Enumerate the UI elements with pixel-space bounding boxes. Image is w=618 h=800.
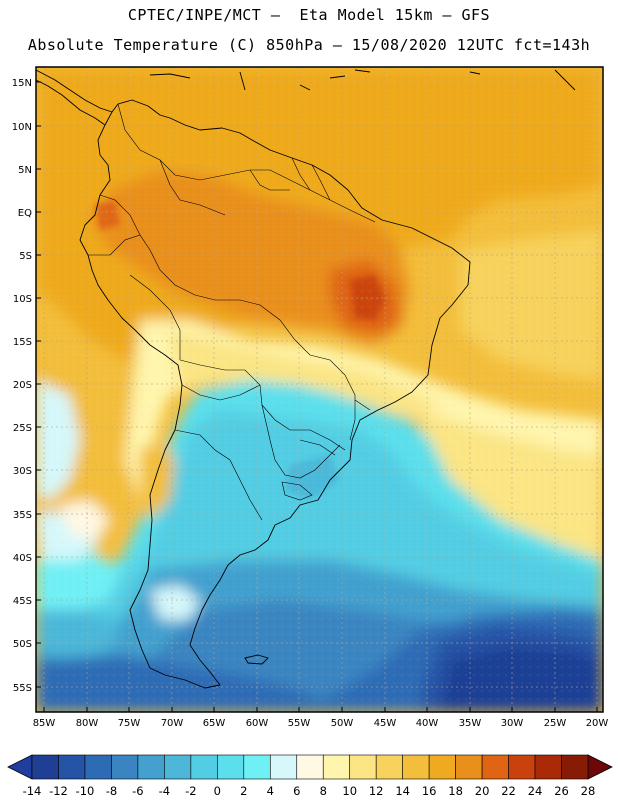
colorbar-label: 14 bbox=[395, 784, 410, 798]
colorbar-swatch bbox=[164, 754, 192, 780]
colorbar: -14 -12 -10 -8 -6 -4 -2 0 2 4 6 8 10 12 14 16 18 20 22 24 26… bbox=[7, 754, 613, 798]
map-frame bbox=[35, 66, 604, 713]
colorbar-label: 8 bbox=[320, 784, 327, 798]
colorbar-right-arrow bbox=[587, 754, 613, 780]
colorbar-swatch bbox=[508, 754, 536, 780]
lat-label: 25S bbox=[13, 423, 32, 434]
lon-label: 65W bbox=[203, 718, 226, 729]
colorbar-label: -10 bbox=[76, 784, 95, 798]
lon-label: 40W bbox=[416, 718, 439, 729]
lat-label: 55S bbox=[13, 683, 32, 694]
colorbar-swatch bbox=[481, 754, 509, 780]
lat-label: EQ bbox=[18, 208, 32, 219]
longitude-labels: 85W 80W 75W 70W 65W 60W 55W 50W 45W 40W … bbox=[33, 718, 609, 729]
colorbar-swatch bbox=[111, 754, 139, 780]
colorbar-swatch bbox=[137, 754, 165, 780]
colorbar-label: 10 bbox=[342, 784, 357, 798]
lat-label: 5N bbox=[18, 165, 32, 176]
axis-ticks bbox=[36, 81, 598, 712]
colorbar-label: -2 bbox=[185, 784, 196, 798]
lon-label: 45W bbox=[374, 718, 397, 729]
central-america-coast bbox=[36, 69, 113, 126]
colorbar-swatch bbox=[402, 754, 430, 780]
lon-label: 80W bbox=[76, 718, 99, 729]
colorbar-label: 4 bbox=[267, 784, 274, 798]
lat-label: 5S bbox=[19, 251, 32, 262]
colorbar-label: -6 bbox=[132, 784, 143, 798]
latitude-labels: 15N 10N 5N EQ 5S 10S 15S 20S 25S 30S 35S… bbox=[12, 78, 32, 694]
lat-label: 30S bbox=[13, 466, 32, 477]
colorbar-label: 28 bbox=[581, 784, 596, 798]
colorbar-swatch bbox=[269, 754, 298, 780]
lon-label: 75W bbox=[118, 718, 141, 729]
lat-label: 35S bbox=[13, 510, 32, 521]
colorbar-label: 12 bbox=[369, 784, 384, 798]
colorbar-swatch bbox=[428, 754, 456, 780]
lat-label: 10S bbox=[13, 294, 32, 305]
colorbar-label: 24 bbox=[528, 784, 543, 798]
colorbar-swatch bbox=[243, 754, 271, 780]
coastlines bbox=[36, 69, 576, 689]
colorbar-swatch bbox=[296, 754, 324, 780]
south-america-coast bbox=[79, 99, 471, 689]
colorbar-label: -4 bbox=[159, 784, 170, 798]
falklands bbox=[244, 654, 269, 665]
colorbar-label: 2 bbox=[240, 784, 247, 798]
lat-label: 50S bbox=[13, 639, 32, 650]
colorbar-swatch bbox=[375, 754, 403, 780]
colorbar-label: 0 bbox=[214, 784, 221, 798]
colorbar-swatch bbox=[322, 754, 351, 780]
colorbar-label: 22 bbox=[501, 784, 516, 798]
colorbar-swatch bbox=[58, 754, 86, 780]
lat-label: 20S bbox=[13, 380, 32, 391]
colorbar-label: -8 bbox=[106, 784, 117, 798]
lon-label: 20W bbox=[586, 718, 609, 729]
colorbar-swatch bbox=[190, 754, 218, 780]
temperature-field bbox=[36, 67, 603, 712]
lon-label: 30W bbox=[501, 718, 524, 729]
colorbar-label: 18 bbox=[448, 784, 463, 798]
lat-label: 10N bbox=[12, 122, 32, 133]
lon-label: 60W bbox=[246, 718, 269, 729]
lon-label: 85W bbox=[33, 718, 56, 729]
colorbar-label: 20 bbox=[475, 784, 490, 798]
country-borders bbox=[88, 103, 376, 521]
lon-label: 55W bbox=[288, 718, 311, 729]
colorbar-swatch bbox=[84, 754, 112, 780]
colorbar-label: -12 bbox=[49, 784, 68, 798]
colorbar-label: -14 bbox=[23, 784, 42, 798]
lon-label: 70W bbox=[161, 718, 184, 729]
colorbar-swatch bbox=[31, 754, 59, 780]
lon-label: 35W bbox=[459, 718, 482, 729]
colorbar-left-arrow bbox=[7, 754, 33, 780]
map-subtitle: Absolute Temperature (C) 850hPa – 15/08/… bbox=[27, 36, 591, 54]
colorbar-swatch bbox=[217, 754, 245, 780]
lon-label: 50W bbox=[331, 718, 354, 729]
colorbar-swatch bbox=[534, 754, 562, 780]
lon-label: 25W bbox=[544, 718, 567, 729]
lat-label: 15N bbox=[12, 78, 32, 89]
colorbar-swatch bbox=[561, 754, 589, 780]
colorbar-label: 6 bbox=[293, 784, 300, 798]
caribbean-islands bbox=[149, 69, 576, 91]
lat-label: 40S bbox=[13, 553, 32, 564]
colorbar-label: 26 bbox=[554, 784, 569, 798]
colorbar-swatch bbox=[455, 754, 483, 780]
colorbar-label: 16 bbox=[422, 784, 437, 798]
colorbar-swatch bbox=[349, 754, 377, 780]
lat-label: 45S bbox=[13, 596, 32, 607]
map-title: CPTEC/INPE/MCT – Eta Model 15km – GFS bbox=[127, 6, 491, 24]
lat-label: 15S bbox=[13, 337, 32, 348]
